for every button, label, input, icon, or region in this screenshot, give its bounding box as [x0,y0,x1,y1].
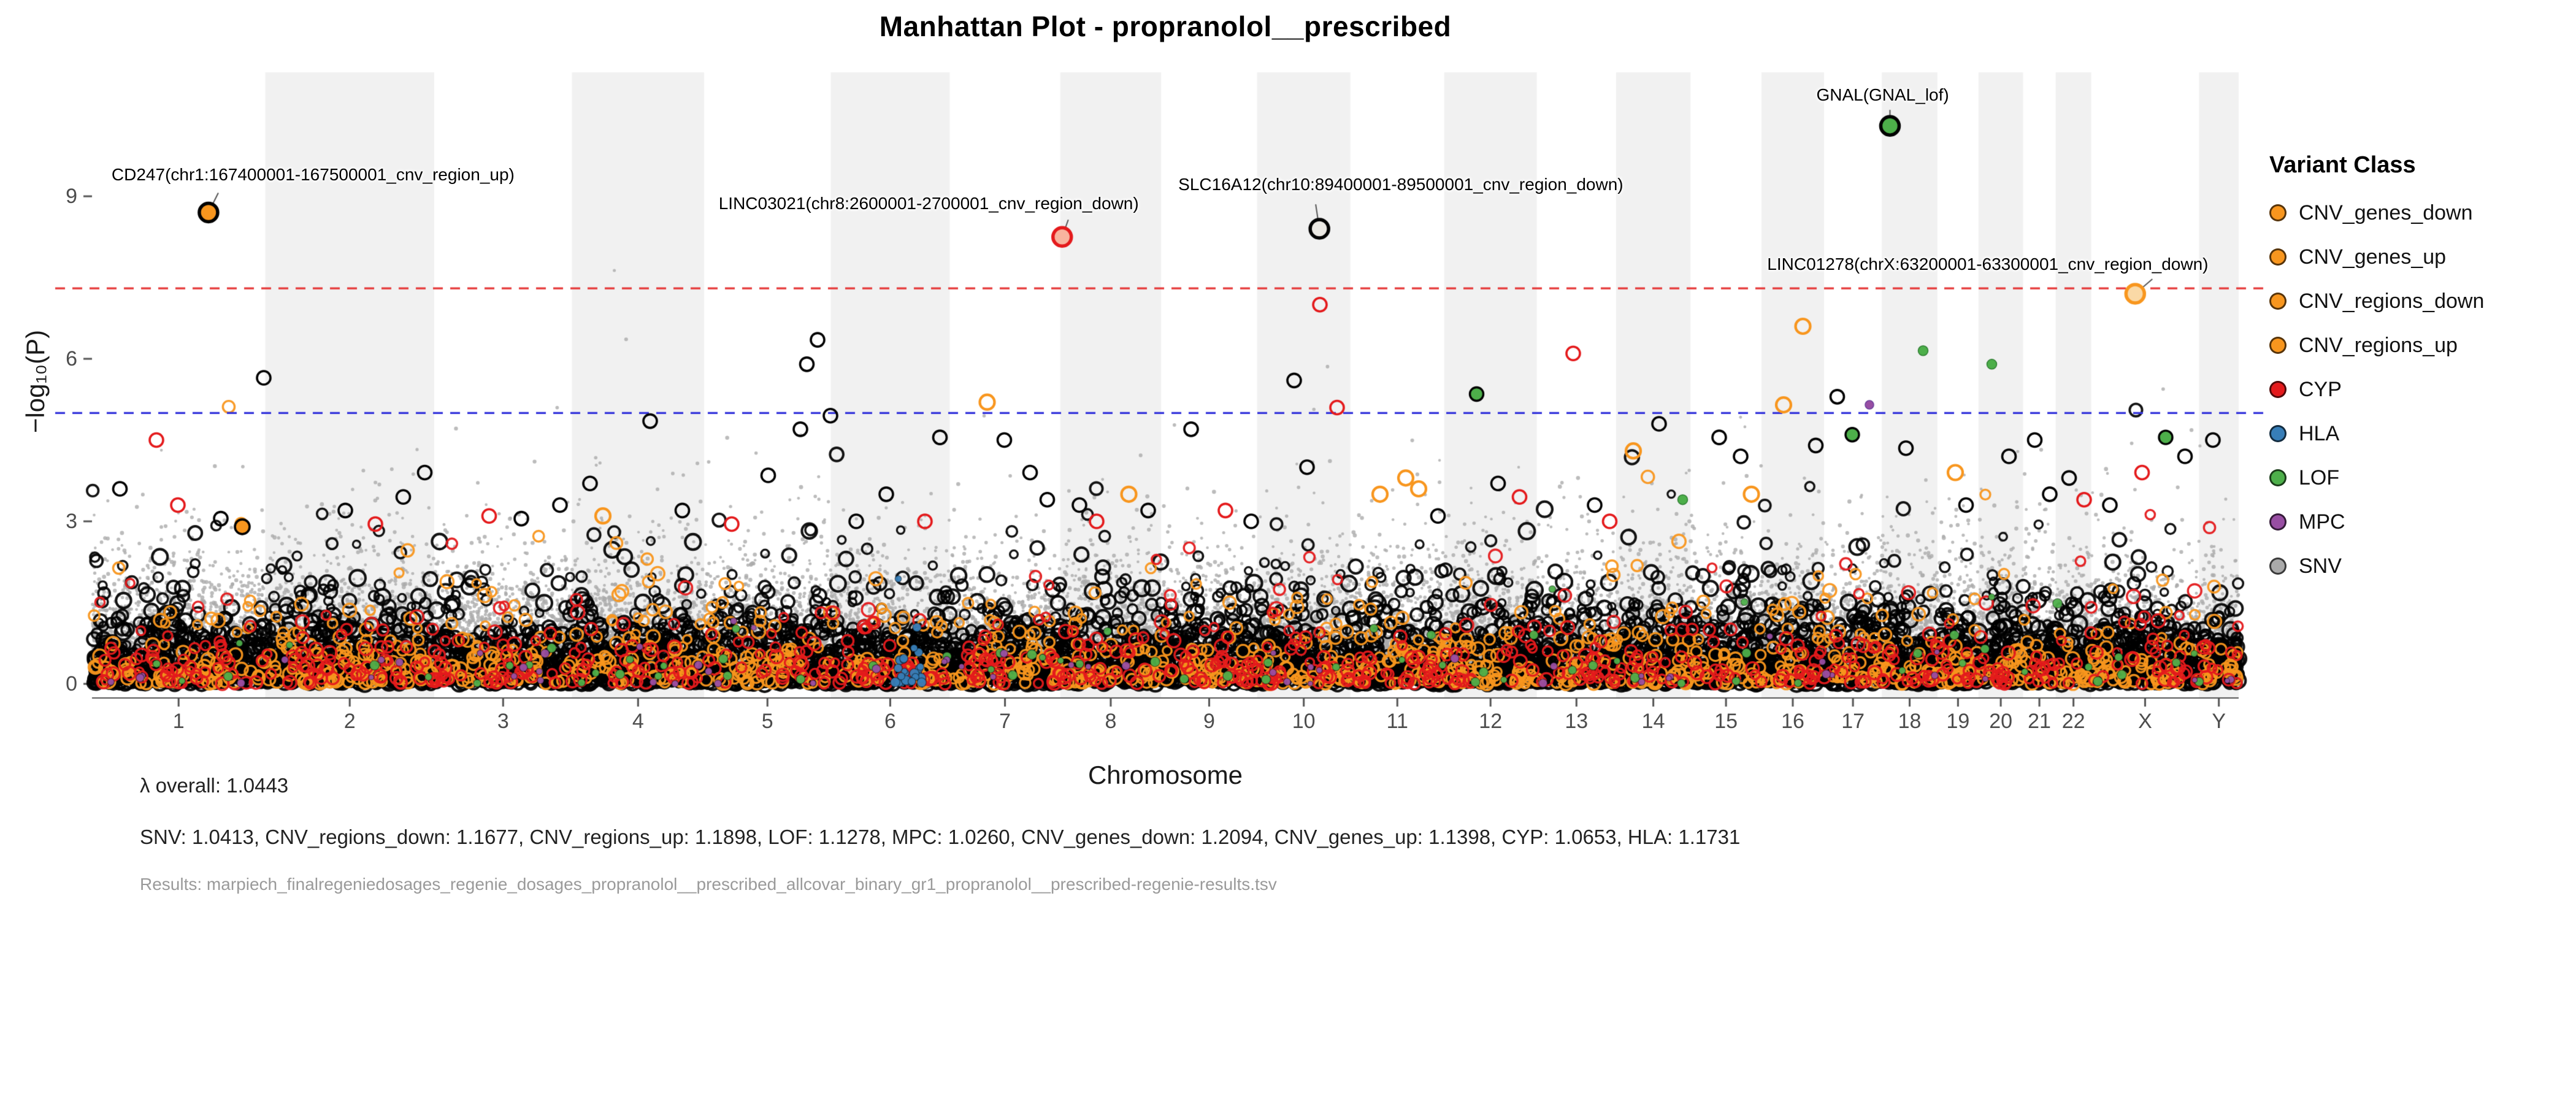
chromosome-tick-label: 20 [1989,710,2013,733]
legend-title: Variant Class [2269,152,2416,178]
legend-item: CYP [2269,376,2484,403]
lambda-by-class: SNV: 1.0413, CNV_regions_down: 1.1677, C… [140,826,1741,848]
legend-item-label: HLA [2299,421,2340,445]
chromosome-tick-label: 11 [1386,710,1408,733]
legend-item-label: CNV_regions_down [2299,289,2485,313]
y-axis-label: −log₁₀(P) [21,329,50,434]
legend-swatch-icon [2269,558,2287,575]
legend: Variant Class CNV_genes_down CNV_genes_up… [2269,152,2484,597]
legend-item-label: CNV_genes_down [2299,201,2473,224]
chromosome-tick-label: 21 [2028,710,2051,733]
chromosome-tick-label: 7 [999,710,1011,733]
chromosome-tick-label: 18 [1898,710,1922,733]
legend-item-label: CYP [2299,377,2342,401]
legend-item: CNV_regions_down [2269,288,2484,315]
chromosome-tick-label: 3 [497,710,509,733]
chromosome-tick-label: 16 [1781,710,1804,733]
legend-swatch-icon [2269,381,2287,398]
legend-swatch-icon [2269,425,2287,442]
chromosome-tick-label: 12 [1479,710,1503,733]
chromosome-tick-label: 19 [1946,710,1970,733]
legend-swatch-icon [2269,204,2287,221]
legend-swatch-icon [2269,337,2287,354]
x-axis-label: Chromosome [1087,761,1243,789]
chromosome-tick-label: Y [2212,710,2226,733]
annotation-label: LINC03021(chr8:2600001-2700001_cnv_regio… [718,194,1139,213]
legend-item: HLA [2269,420,2484,447]
chromosome-tick-label: 4 [632,710,644,733]
results-path: Results: marpiech_finalregeniedosages_re… [140,875,1277,894]
chromosome-tick-label: 14 [1641,710,1665,733]
annotation-label: LINC01278(chrX:63200001-63300001_cnv_reg… [1767,255,2209,274]
legend-items: CNV_genes_down CNV_genes_up CNV_regions_do… [2269,199,2484,580]
chromosome-tick-label: 6 [884,710,896,733]
legend-item: LOF [2269,464,2484,491]
y-tick-label: 9 [66,185,77,209]
legend-swatch-icon [2269,469,2287,486]
legend-item: SNV [2269,553,2484,580]
legend-item: MPC [2269,508,2484,535]
chromosome-tick-label: 13 [1565,710,1589,733]
legend-item-label: SNV [2299,554,2342,578]
legend-item-label: CNV_regions_up [2299,333,2458,357]
chromosome-tick-label: 10 [1292,710,1316,733]
chromosome-tick-label: 2 [343,710,356,733]
chart-title: Manhattan Plot - propranolol__prescribed [879,10,1452,42]
legend-swatch-icon [2269,248,2287,266]
annotation-label: CD247(chr1:167400001-167500001_cnv_regio… [111,164,515,184]
y-tick-label: 0 [66,672,77,696]
y-tick-label: 3 [66,510,77,533]
legend-item: CNV_genes_up [2269,243,2484,270]
annotation-label: GNAL(GNAL_lof) [1816,85,1949,105]
legend-item-label: LOF [2299,466,2340,489]
chromosome-tick-label: 15 [1714,710,1738,733]
legend-swatch-icon [2269,513,2287,531]
legend-item-label: MPC [2299,510,2345,534]
lambda-overall: λ overall: 1.0443 [140,774,289,797]
stats-block: λ overall: 1.0443 SNV: 1.0413, CNV_regio… [140,774,1740,894]
annotation-label: SLC16A12(chr10:89400001-89500001_cnv_reg… [1178,175,1623,194]
chromosome-tick-label: 9 [1203,710,1215,733]
legend-item: CNV_regions_up [2269,332,2484,359]
chromosome-tick-label: 17 [1841,710,1865,733]
y-tick-label: 6 [66,347,77,371]
legend-item: CNV_genes_down [2269,199,2484,226]
chromosome-tick-label: X [2138,710,2152,733]
chromosome-tick-label: 5 [761,710,773,733]
legend-item-label: CNV_genes_up [2299,245,2447,269]
legend-swatch-icon [2269,293,2287,310]
chromosome-tick-label: 1 [172,710,185,733]
chromosome-tick-label: 8 [1105,710,1117,733]
chromosome-tick-label: 22 [2061,710,2085,733]
